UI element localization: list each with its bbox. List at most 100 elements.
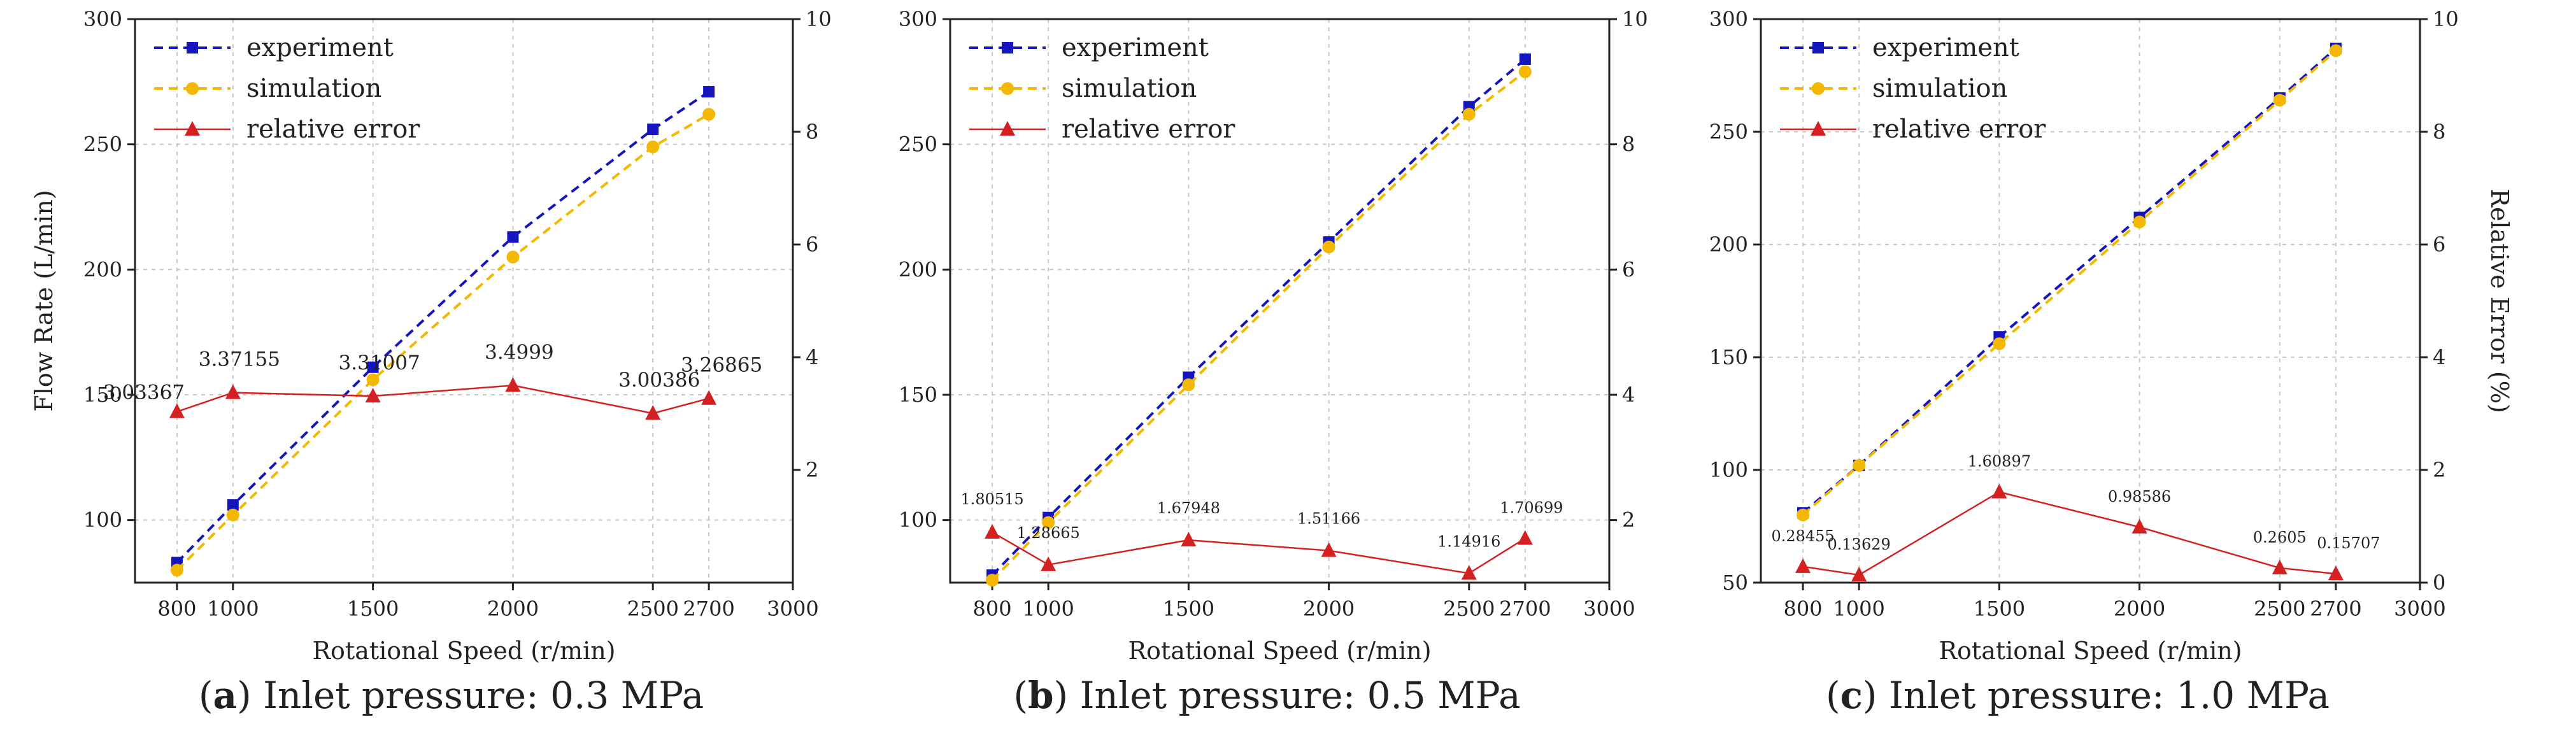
data-point-relative-error <box>701 390 717 405</box>
data-point-relative-error <box>1517 530 1533 545</box>
data-point-relative-error <box>1851 566 1867 581</box>
data-point-simulation <box>702 108 716 121</box>
y-axis-label: Flow Rate (L/min) <box>30 190 58 411</box>
y-tick-label: 150 <box>899 383 937 407</box>
data-point-experiment <box>367 361 379 373</box>
data-point-simulation <box>1182 378 1195 392</box>
y-tick-label: 300 <box>83 7 122 31</box>
data-point-simulation <box>1853 458 1866 472</box>
data-point-relative-error <box>1461 565 1477 580</box>
data-label: 0.13629 <box>1828 536 1891 553</box>
data-point-simulation <box>170 564 183 577</box>
y-tick-label: 100 <box>83 508 122 532</box>
data-label: 1.70699 <box>1500 499 1563 516</box>
data-label: 0.15707 <box>2317 534 2380 552</box>
data-point-relative-error <box>225 384 241 399</box>
legend-label: simulation <box>1062 74 1197 103</box>
y-tick-label: 100 <box>899 508 937 532</box>
caption-paren: ( <box>199 674 213 717</box>
data-point-experiment <box>227 499 239 511</box>
plot-frame <box>134 18 794 584</box>
y2-tick-label: 6 <box>806 232 818 257</box>
x-tick-label: 2700 <box>683 597 734 621</box>
caption-letter: b <box>1028 674 1054 717</box>
y2-tick-label: 4 <box>2433 345 2445 369</box>
legend-label: experiment <box>246 33 394 62</box>
data-label: 3.4999 <box>485 341 553 364</box>
caption-letter: a <box>213 674 237 717</box>
x-tick-label: 800 <box>1784 597 1823 621</box>
y2-tick-label: 2 <box>2433 458 2445 482</box>
caption-letter: c <box>1840 674 1863 717</box>
x-tick-label: 2500 <box>1443 597 1495 621</box>
data-point-simulation <box>2133 215 2146 229</box>
y-tick-label: 250 <box>1709 120 1748 144</box>
caption-text: ) Inlet pressure: 0.3 MPa <box>237 674 704 717</box>
legend-label: relative error <box>1872 115 2046 144</box>
y-tick-label: 200 <box>83 257 122 281</box>
y2-tick-label: 8 <box>1622 132 1635 157</box>
y2-tick-label: 2 <box>1622 508 1635 532</box>
data-point-experiment <box>507 231 519 243</box>
legend-marker <box>185 121 200 136</box>
panel-caption: (b) Inlet pressure: 0.5 MPa <box>1013 674 1520 717</box>
x-tick-label: 2500 <box>2254 597 2305 621</box>
legend-label: relative error <box>246 115 420 144</box>
data-label: 3.00386 <box>618 369 700 392</box>
data-label: 3.31007 <box>339 351 420 374</box>
series-line-experiment <box>176 90 710 564</box>
series-line-experiment <box>991 58 1526 576</box>
y2-tick-label: 10 <box>806 7 832 31</box>
data-point-experiment <box>703 86 715 98</box>
data-label: 1.60897 <box>1968 453 2031 471</box>
legend: experiment simulation relative error <box>969 33 1235 144</box>
y2-tick-label: 2 <box>806 458 818 482</box>
chart-panel-b: 800 1000 1500 2000 2500 2700 3000 100 150 200 250 3… <box>899 7 1648 717</box>
data-point-simulation <box>2329 44 2342 57</box>
caption-paren: ( <box>1826 674 1840 717</box>
x-axis-label: Rotational Speed (r/min) <box>1939 637 2242 665</box>
legend-marker <box>1811 121 1826 136</box>
data-point-simulation <box>2273 94 2286 107</box>
legend-marker <box>1812 82 1825 95</box>
data-point-simulation <box>1797 508 1810 522</box>
caption-text: ) Inlet pressure: 1.0 MPa <box>1863 674 2330 717</box>
x-tick-label: 1000 <box>207 597 259 621</box>
series-line-relative-error <box>992 531 1526 574</box>
data-point-simulation <box>1993 337 2006 350</box>
series-line-simulation <box>1802 50 2337 516</box>
data-point-relative-error <box>1991 483 2007 499</box>
y-tick-label: 250 <box>899 132 937 157</box>
legend: experiment simulation relative error <box>154 33 420 144</box>
y-tick-label: 200 <box>1709 232 1748 257</box>
legend-label: experiment <box>1872 33 2019 62</box>
y-tick-label: 200 <box>899 257 937 281</box>
legend-label: simulation <box>1872 74 2007 103</box>
x-tick-label: 800 <box>973 597 1012 621</box>
y2-tick-label: 4 <box>1622 383 1635 407</box>
data-label: 3.03367 <box>103 381 185 404</box>
x-tick-label: 1000 <box>1833 597 1884 621</box>
data-point-simulation <box>986 574 999 587</box>
data-point-simulation <box>1462 108 1476 121</box>
data-point-relative-error <box>169 403 185 418</box>
data-point-experiment <box>1519 53 1531 65</box>
data-point-relative-error <box>1795 558 1811 573</box>
x-tick-label: 1500 <box>1163 597 1214 621</box>
plot-frame <box>1760 18 2421 584</box>
data-point-simulation <box>506 250 520 264</box>
data-label: 1.28665 <box>1017 524 1080 542</box>
data-label: 0.2605 <box>2253 529 2307 546</box>
x-tick-label: 800 <box>157 597 196 621</box>
data-point-simulation <box>366 373 380 387</box>
legend-label: simulation <box>246 74 381 103</box>
data-label: 1.51166 <box>1297 510 1360 528</box>
data-point-relative-error <box>1181 532 1197 547</box>
panel-caption: (c) Inlet pressure: 1.0 MPa <box>1826 674 2330 717</box>
y2-tick-label: 8 <box>2433 120 2445 144</box>
caption-text: ) Inlet pressure: 0.5 MPa <box>1054 674 1521 717</box>
legend-marker <box>187 42 198 53</box>
x-tick-label: 3000 <box>1583 597 1635 621</box>
data-point-relative-error <box>1041 556 1057 571</box>
